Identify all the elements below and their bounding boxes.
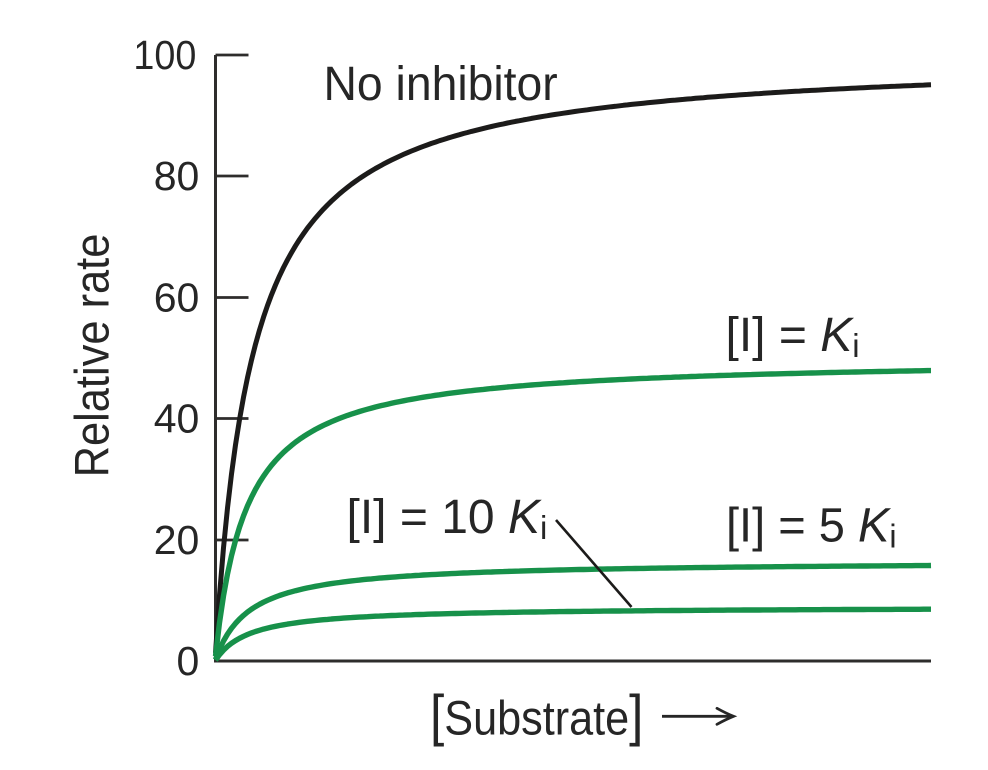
- svg-text:Relative rate: Relative rate: [66, 234, 119, 478]
- svg-text:20: 20: [154, 517, 200, 563]
- svg-text:[Substrate]: [Substrate]: [430, 684, 643, 747]
- svg-text:0: 0: [176, 638, 199, 684]
- svg-text:[I] = Ki: [I] = Ki: [726, 309, 860, 364]
- svg-text:[I] = 10 Ki: [I] = 10 Ki: [347, 491, 548, 546]
- svg-text:60: 60: [154, 274, 200, 320]
- svg-text:[I] = 5 Ki: [I] = 5 Ki: [726, 499, 897, 554]
- svg-text:40: 40: [154, 395, 200, 441]
- svg-text:100: 100: [133, 32, 196, 78]
- svg-text:No inhibitor: No inhibitor: [324, 56, 558, 110]
- svg-text:80: 80: [154, 153, 200, 199]
